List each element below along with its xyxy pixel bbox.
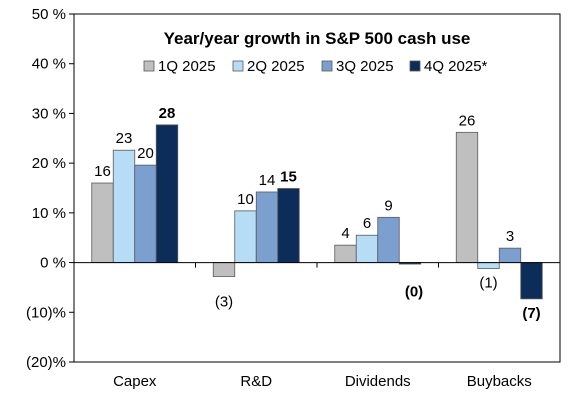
- y-axis: 50 % 40 % 30 % 20 % 10 % 0 % (10)% (20)%: [26, 6, 74, 371]
- legend-swatch: [321, 60, 333, 72]
- legend-swatch: [232, 60, 244, 72]
- legend-entry: 1Q 2025: [158, 58, 216, 75]
- bar: [520, 262, 543, 300]
- y-tick-label: 20 %: [32, 155, 66, 172]
- y-tick-label: (10)%: [26, 304, 66, 321]
- data-labels: 16 4 26 23 10 6 (1) 20 14 9 3 28 15 (0) (7) (3): [94, 105, 541, 322]
- bar: [134, 164, 157, 263]
- bar: [112, 149, 136, 263]
- category-label: R&D: [240, 373, 272, 390]
- data-label: (0): [405, 283, 423, 300]
- data-label: 16: [94, 163, 111, 180]
- legend: 1Q 2025 2Q 2025 3Q 2025 4Q 2025*: [143, 58, 488, 75]
- category-label: Capex: [113, 373, 157, 390]
- y-tick-label: 30 %: [32, 105, 66, 122]
- category-label: Dividends: [345, 373, 411, 390]
- data-label: (1): [479, 275, 497, 292]
- data-label: 6: [363, 215, 371, 232]
- x-axis: Capex R&D Dividends Buybacks: [73, 262, 561, 390]
- data-label: 23: [116, 130, 133, 147]
- legend-entry: 4Q 2025*: [424, 58, 488, 75]
- data-label: 14: [259, 172, 276, 189]
- bar: [334, 244, 357, 263]
- bar: [255, 191, 279, 263]
- bar: [155, 124, 179, 263]
- legend-entry: 3Q 2025: [336, 58, 394, 75]
- chart-title: Year/year growth in S&P 500 cash use: [164, 29, 471, 48]
- category-label: Buybacks: [467, 373, 532, 390]
- bar: [498, 247, 522, 263]
- bar: [91, 182, 114, 263]
- data-label: 9: [384, 197, 392, 214]
- bar: [234, 210, 257, 263]
- data-label: 10: [237, 191, 254, 208]
- bar: [377, 216, 400, 263]
- legend-swatch: [409, 60, 421, 72]
- bar: [277, 188, 300, 263]
- plot-frame: [73, 13, 561, 363]
- legend-swatch: [143, 60, 155, 72]
- bar: [477, 262, 500, 269]
- data-label: 28: [159, 105, 176, 122]
- y-tick-label: 50 %: [32, 6, 66, 23]
- bar: [212, 262, 236, 277]
- bars: [91, 124, 543, 300]
- data-label: (7): [522, 305, 540, 322]
- legend-entry: 2Q 2025: [247, 58, 305, 75]
- y-tick-label: 0 %: [40, 255, 66, 272]
- data-label: 26: [459, 112, 476, 129]
- data-label: 15: [280, 168, 297, 185]
- y-tick-label: (20)%: [26, 354, 66, 371]
- y-tick-label: 10 %: [32, 205, 66, 222]
- data-label: 4: [341, 225, 349, 242]
- y-tick-label: 40 %: [32, 56, 66, 73]
- data-label: 20: [137, 145, 154, 162]
- bar: [355, 234, 379, 263]
- bar: [455, 131, 479, 263]
- data-label: (3): [215, 293, 233, 310]
- data-label: 3: [506, 228, 514, 245]
